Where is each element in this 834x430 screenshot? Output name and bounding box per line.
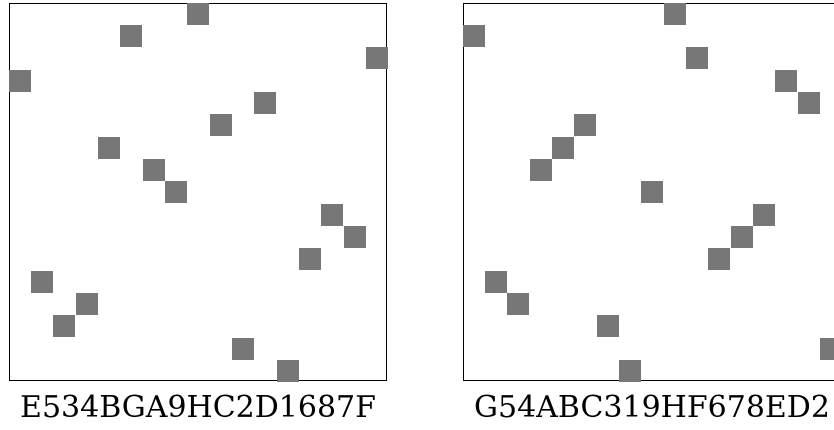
grid-cell (8, 69, 31, 92)
grid-cell (232, 337, 254, 360)
grid-cell (366, 47, 389, 70)
grid-cell (75, 293, 98, 316)
grid-cell (209, 114, 232, 137)
grid-cell (596, 315, 619, 338)
grid-cell (574, 114, 597, 137)
grid-cell (641, 181, 664, 204)
grid-cell (708, 248, 731, 271)
grid-cell (484, 270, 507, 293)
grid-cell (299, 248, 322, 271)
grid-cell (462, 24, 485, 47)
grid-cell (686, 47, 708, 70)
grid-cell (120, 24, 143, 47)
caption-left: E534BGA9HC2D1687F (20, 390, 376, 425)
grid-cell (797, 91, 820, 114)
grid-cell (254, 91, 277, 114)
grid-cell (187, 2, 210, 25)
grid-cell (507, 293, 530, 316)
grid-cell (97, 136, 120, 159)
grid-cell (53, 315, 76, 338)
permutation-grid-right (462, 2, 834, 383)
caption-right: G54ABC319HF678ED2 (474, 390, 830, 425)
grid-cell (775, 69, 798, 92)
permutation-grid-left (8, 2, 389, 383)
grid-cell (618, 360, 641, 383)
grid-cell (276, 360, 299, 383)
grid-cell (343, 226, 366, 248)
grid-cell (321, 203, 344, 226)
grid-cell (529, 158, 552, 181)
grid-cell (142, 158, 165, 181)
grid-cell (820, 337, 834, 360)
grid-cell (551, 136, 574, 159)
grid-cell (753, 203, 776, 226)
grid-cell (30, 270, 53, 293)
grid-cell (730, 226, 753, 248)
grid-cell (164, 181, 187, 204)
grid-cell (663, 2, 686, 25)
